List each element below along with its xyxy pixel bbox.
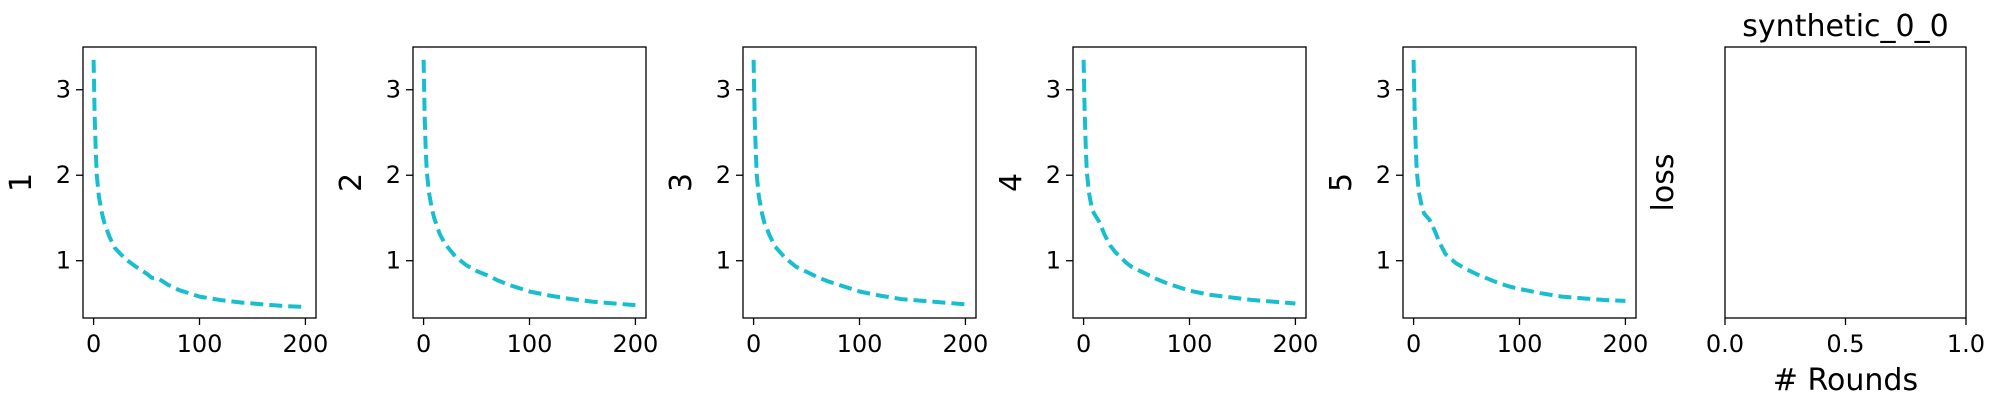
series-line-1	[751, 59, 966, 307]
chart-title: synthetic_0_0	[1742, 9, 1948, 44]
series-line-1	[1411, 59, 1626, 303]
x-axis-label: # Rounds	[1773, 363, 1918, 398]
axes-frame	[412, 46, 647, 319]
x-tick-label: 1.0	[1947, 330, 1985, 358]
x-tick-label: 0	[1076, 330, 1091, 358]
subplot-5: 0 100 200 1 2 3 5	[1324, 46, 1649, 358]
x-tick-label: 200	[613, 330, 659, 358]
axes-frame	[1724, 46, 1967, 319]
axes-frame	[82, 46, 317, 319]
x-tick-label: 100	[1497, 330, 1543, 358]
y-tick-label: 2	[386, 161, 401, 189]
y-tick-label: 3	[386, 76, 401, 104]
y-tick-label: 1	[1046, 247, 1061, 275]
x-tick-label: 100	[1167, 330, 1213, 358]
y-tick-label: 2	[716, 161, 731, 189]
y-tick-label: 3	[1376, 76, 1391, 104]
y-axis-label: 2	[334, 173, 369, 192]
axes-frame	[1072, 46, 1307, 319]
y-tick-label: 2	[1376, 161, 1391, 189]
axes-frame	[742, 46, 977, 319]
x-tick-label: 0	[86, 330, 101, 358]
y-tick-label: 1	[716, 247, 731, 275]
y-axis-label: loss	[1646, 154, 1681, 212]
x-tick-label: 200	[1603, 330, 1649, 358]
y-axis-label: 3	[664, 173, 699, 192]
x-tick-label: 100	[177, 330, 223, 358]
y-tick-label: 1	[386, 247, 401, 275]
y-axis-label: 1	[4, 173, 39, 192]
y-axis-label: 5	[1324, 173, 1359, 192]
subplot-4: 0 100 200 1 2 3 4	[994, 46, 1319, 358]
x-tick-label: 100	[507, 330, 553, 358]
series-line-1	[1081, 59, 1296, 306]
x-tick-label: 200	[1273, 330, 1319, 358]
x-tick-label: 200	[943, 330, 989, 358]
y-tick-label: 1	[1376, 247, 1391, 275]
y-tick-label: 2	[56, 161, 71, 189]
y-tick-label: 3	[716, 76, 731, 104]
y-tick-label: 1	[56, 247, 71, 275]
series-line-1	[91, 59, 306, 309]
x-tick-label: 0	[746, 330, 761, 358]
y-tick-label: 3	[1046, 76, 1061, 104]
axes-frame	[1402, 46, 1637, 319]
subplot-2: 0 100 200 1 2 3 2	[334, 46, 659, 358]
x-tick-label: 200	[283, 330, 329, 358]
x-tick-label: 100	[837, 330, 883, 358]
x-tick-label: 0.5	[1826, 330, 1864, 358]
x-tick-label: 0	[1406, 330, 1421, 358]
x-tick-label: 0	[416, 330, 431, 358]
x-tick-label: 0.0	[1706, 330, 1744, 358]
series-line-1	[421, 59, 636, 308]
subplot-6: 0.0 0.5 1.0 loss # Rounds synthetic_0_0	[1646, 9, 1985, 398]
y-tick-label: 3	[56, 76, 71, 104]
y-axis-label: 4	[994, 173, 1029, 192]
y-tick-label: 2	[1046, 161, 1061, 189]
